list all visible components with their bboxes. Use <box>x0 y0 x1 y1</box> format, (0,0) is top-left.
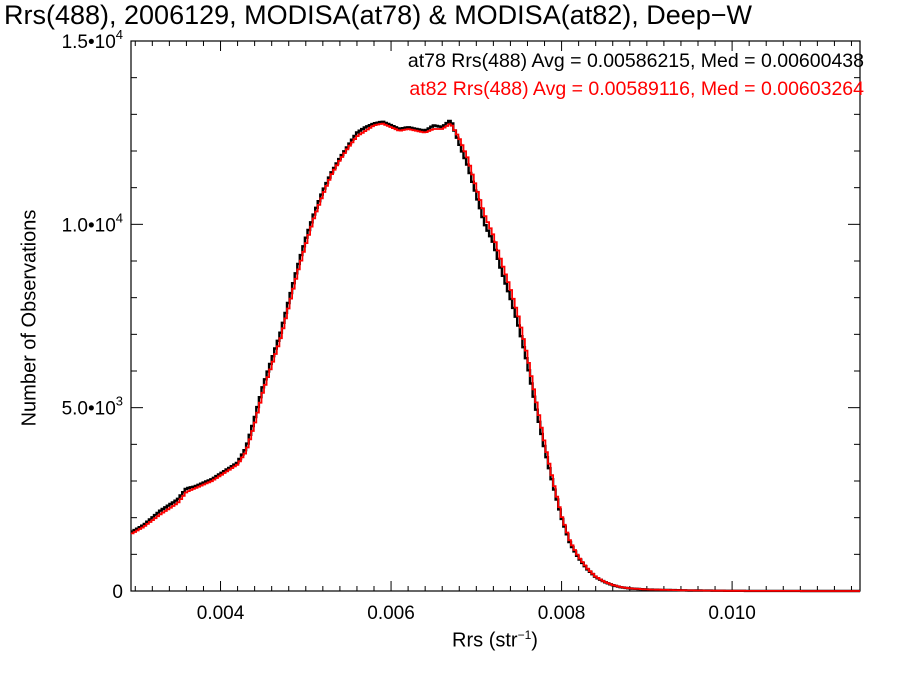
x-axis-label: Rrs (str−1) <box>0 628 900 653</box>
plot-frame <box>130 40 861 592</box>
x-tick-label: 0.008 <box>538 603 586 624</box>
plot-axes: 0.004 0.006 0.008 0.010 0 5.0•103 1.0•104 1.5•1… <box>62 27 861 624</box>
x-tick-label: 0.010 <box>708 603 756 624</box>
x-tick-label: 0.004 <box>197 603 245 624</box>
y-tick-label: 1.0•104 <box>62 210 123 236</box>
y-tick-label: 0 <box>112 582 123 603</box>
x-axis-label-base: Rrs (str <box>452 629 518 652</box>
x-axis-label-end: ) <box>531 629 538 652</box>
chart-title: Rrs(488), 2006129, MODISA(at78) & MODISA… <box>4 0 753 30</box>
series-at82-line <box>131 122 860 592</box>
plot-series <box>131 119 860 593</box>
x-tick-label: 0.006 <box>367 603 415 624</box>
y-axis-label: Number of Observations <box>18 209 41 427</box>
annotation-at78: at78 Rrs(488) Avg = 0.00586215, Med = 0.… <box>407 50 864 72</box>
annotation-at82: at82 Rrs(488) Avg = 0.00589116, Med = 0.… <box>409 78 864 100</box>
x-axis-label-sup: −1 <box>517 628 532 642</box>
y-tick-label: 5.0•103 <box>62 394 123 420</box>
series-at78-line <box>131 119 860 593</box>
y-tick-label: 1.5•104 <box>62 27 123 53</box>
